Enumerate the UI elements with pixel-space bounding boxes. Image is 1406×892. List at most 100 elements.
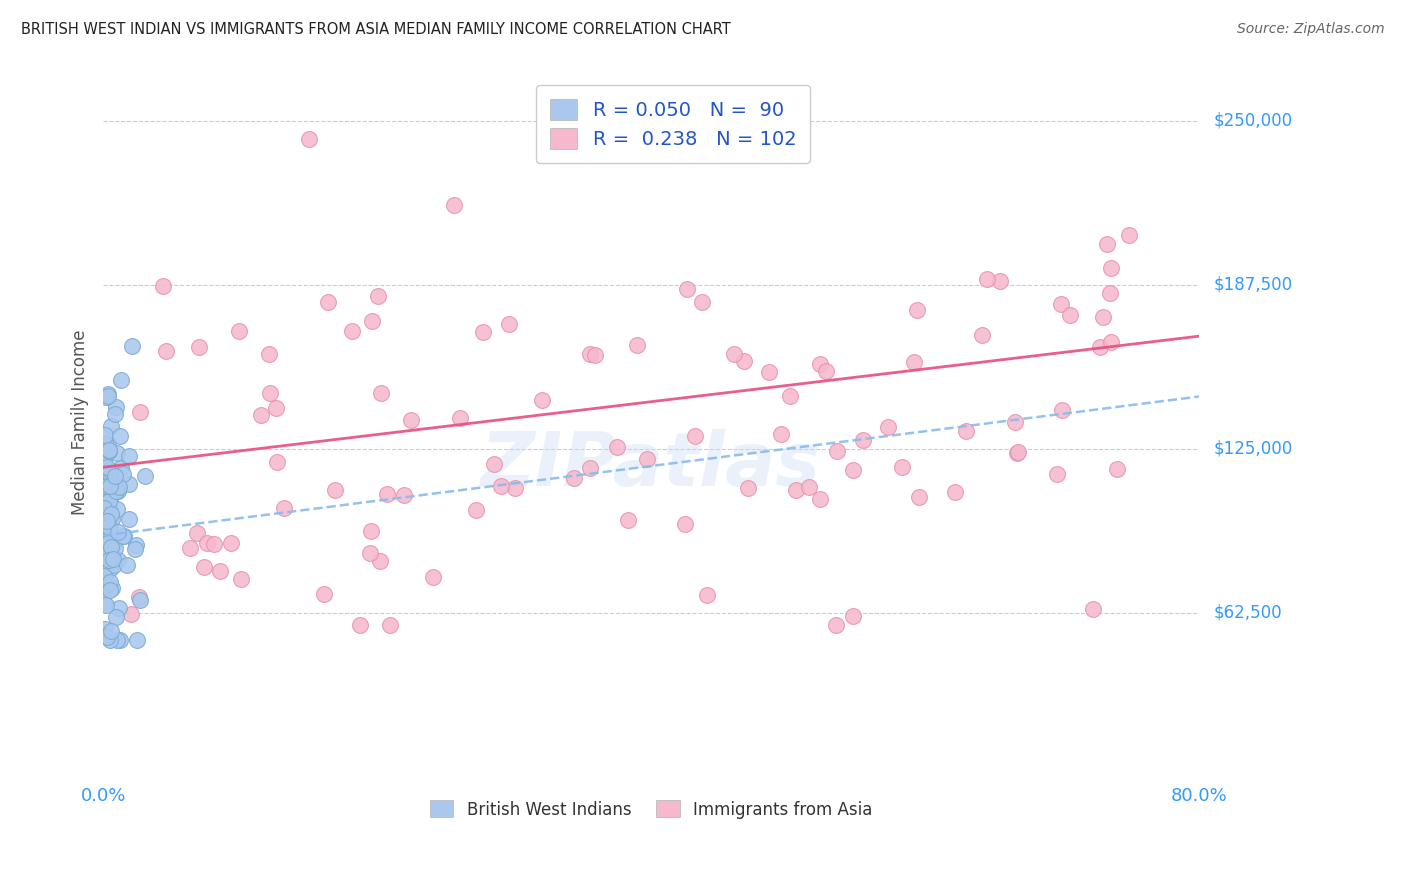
Point	[970, 328, 993, 343]
Point	[100, 624, 122, 638]
Point	[100, 582, 122, 596]
Point	[422, 570, 444, 584]
Point	[100, 418, 122, 433]
Point	[195, 536, 218, 550]
Point	[723, 347, 745, 361]
Point	[104, 407, 127, 421]
Text: Source: ZipAtlas.com: Source: ZipAtlas.com	[1237, 22, 1385, 37]
Point	[107, 525, 129, 540]
Point	[472, 325, 495, 339]
Point	[380, 617, 402, 632]
Point	[988, 274, 1011, 288]
Point	[125, 538, 148, 552]
Point	[98, 442, 121, 457]
Point	[94, 390, 117, 404]
Point	[101, 486, 124, 500]
Point	[257, 346, 280, 360]
Point	[202, 537, 225, 551]
Point	[692, 295, 714, 310]
Point	[100, 548, 122, 562]
Point	[375, 487, 398, 501]
Point	[101, 552, 124, 566]
Point	[186, 526, 208, 541]
Text: $125,000: $125,000	[1213, 440, 1292, 458]
Point	[808, 357, 831, 371]
Point	[105, 610, 128, 624]
Point	[392, 488, 415, 502]
Point	[152, 279, 174, 293]
Point	[264, 401, 287, 415]
Point	[98, 582, 121, 597]
Point	[266, 455, 288, 469]
Point	[107, 552, 129, 566]
Point	[93, 629, 115, 643]
Point	[976, 272, 998, 286]
Point	[1005, 446, 1028, 460]
Point	[1099, 260, 1122, 275]
Point	[96, 502, 118, 516]
Point	[98, 492, 121, 507]
Point	[824, 617, 846, 632]
Point	[179, 541, 201, 555]
Point	[737, 481, 759, 495]
Point	[1050, 402, 1073, 417]
Point	[943, 484, 966, 499]
Point	[905, 303, 928, 318]
Point	[110, 460, 132, 475]
Point	[298, 132, 321, 146]
Point	[93, 623, 115, 637]
Point	[108, 428, 131, 442]
Point	[110, 373, 132, 387]
Point	[134, 469, 156, 483]
Point	[770, 426, 793, 441]
Point	[675, 282, 697, 296]
Point	[360, 314, 382, 328]
Point	[876, 420, 898, 434]
Point	[1105, 462, 1128, 476]
Point	[94, 579, 117, 593]
Point	[193, 560, 215, 574]
Point	[583, 348, 606, 362]
Point	[530, 392, 553, 407]
Point	[93, 501, 115, 516]
Point	[98, 574, 121, 589]
Point	[250, 409, 273, 423]
Point	[673, 516, 696, 531]
Legend: British West Indians, Immigrants from Asia: British West Indians, Immigrants from As…	[423, 794, 879, 825]
Point	[579, 347, 602, 361]
Point	[105, 633, 128, 648]
Point	[188, 340, 211, 354]
Point	[208, 564, 231, 578]
Point	[96, 538, 118, 552]
Point	[733, 353, 755, 368]
Point	[449, 411, 471, 425]
Point	[562, 471, 585, 485]
Text: BRITISH WEST INDIAN VS IMMIGRANTS FROM ASIA MEDIAN FAMILY INCOME CORRELATION CHA: BRITISH WEST INDIAN VS IMMIGRANTS FROM A…	[21, 22, 731, 37]
Point	[1091, 310, 1114, 325]
Point	[105, 445, 128, 459]
Point	[93, 560, 115, 574]
Point	[852, 433, 875, 447]
Point	[97, 386, 120, 401]
Point	[825, 444, 848, 458]
Point	[231, 572, 253, 586]
Point	[367, 288, 389, 302]
Point	[112, 467, 135, 482]
Point	[104, 541, 127, 555]
Y-axis label: Median Family Income: Median Family Income	[72, 330, 89, 516]
Point	[94, 427, 117, 442]
Point	[1095, 237, 1118, 252]
Point	[98, 633, 121, 648]
Point	[118, 449, 141, 463]
Point	[1088, 340, 1111, 354]
Point	[273, 501, 295, 516]
Point	[96, 459, 118, 474]
Point	[359, 546, 381, 560]
Point	[955, 424, 977, 438]
Point	[368, 554, 391, 568]
Point	[107, 484, 129, 499]
Point	[98, 493, 121, 508]
Point	[489, 479, 512, 493]
Point	[1081, 601, 1104, 615]
Point	[1099, 335, 1122, 350]
